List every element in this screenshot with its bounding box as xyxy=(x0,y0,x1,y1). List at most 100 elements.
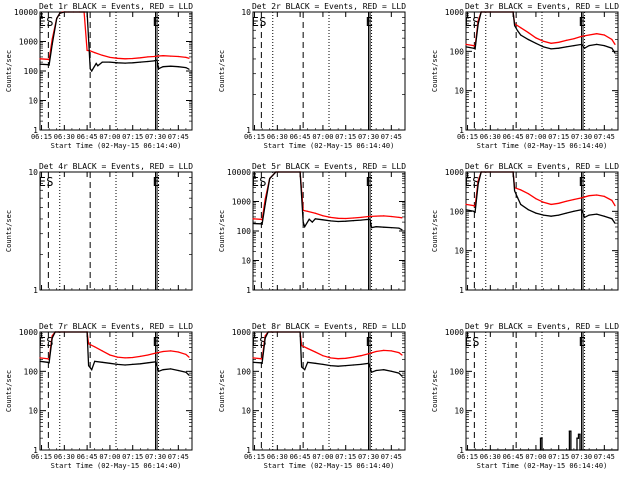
chart-8-series-1-point xyxy=(260,358,262,360)
chart-3-xtick-label: 07:15 xyxy=(548,133,569,141)
chart-6-series-2-point xyxy=(527,209,529,211)
chart-6-series-2-point xyxy=(477,183,479,185)
chart-2: Det 2r BLACK = Events, RED = LLD Counts/s… xyxy=(218,2,406,150)
chart-6-series-2-point xyxy=(514,190,516,192)
chart-6-series-2-point xyxy=(480,171,482,173)
chart-4-ytick-label: 10 xyxy=(28,168,38,177)
chart-1-series-2-line xyxy=(39,11,190,73)
chart-5-series-2-point xyxy=(337,220,339,223)
chart-7-series-2-point xyxy=(57,331,59,333)
chart-8-ytick-label: 100 xyxy=(237,367,252,376)
chart-8-series-2-point xyxy=(329,365,332,367)
chart-8-series-2-point xyxy=(314,362,316,364)
chart-8-ytick-label: 1 xyxy=(246,446,251,455)
chart-6-series-1-point xyxy=(573,198,575,201)
chart-3-series-2-point xyxy=(473,47,475,49)
chart-1-series-2-point xyxy=(185,67,187,69)
chart-8-series-2-point xyxy=(307,361,309,363)
chart-1-xtick-label: 07:45 xyxy=(168,133,189,141)
chart-8-series-2-point xyxy=(264,337,266,339)
chart-1-series-1-point xyxy=(94,52,96,54)
chart-6-series-2-point xyxy=(573,210,575,212)
chart-3-series-2-point xyxy=(573,45,575,47)
chart-7: Det 7r BLACK = Events, RED = LLD Counts/s… xyxy=(5,322,193,470)
chart-3-frame xyxy=(465,11,619,131)
chart-3-series-2-point xyxy=(517,30,519,32)
chart-7-xtick-label: 07:15 xyxy=(122,453,143,461)
chart-7-series-1-point xyxy=(88,343,90,345)
chart-1-series-2-point xyxy=(139,61,141,63)
chart-1-series-2-point xyxy=(177,66,179,68)
chart-8-series-1-point xyxy=(314,351,316,353)
chart-6-series-2-point xyxy=(473,210,475,212)
chart-6-series-2-point xyxy=(512,171,514,173)
chart-7-xtick-label: 06:30 xyxy=(54,453,75,461)
chart-3-series-2-point xyxy=(483,11,485,13)
chart-8-series-1-point xyxy=(383,349,385,351)
chart-6-ytick-label: 100 xyxy=(450,207,465,216)
chart-5-title: Det 5r BLACK = Events, RED = LLD xyxy=(252,162,406,171)
chart-3-ylabel: Counts/sec xyxy=(431,50,439,92)
chart-3-series-1-point xyxy=(520,27,522,29)
chart-3-series-2-point xyxy=(611,47,613,49)
chart-9-xtick-label: 06:15 xyxy=(457,453,478,461)
chart-3-series-2-point xyxy=(565,46,567,48)
chart-5-series-1-point xyxy=(390,215,392,218)
chart-3-series-1-point xyxy=(603,34,605,36)
chart-1-series-2-point xyxy=(170,65,172,67)
chart-7-series-1-point xyxy=(154,352,157,354)
chart-8-series-2-point xyxy=(383,369,385,371)
chart-7-series-1-point xyxy=(162,350,164,353)
chart-1-series-1-point xyxy=(124,58,126,60)
chart-8: Det 8r BLACK = Events, RED = LLD Counts/s… xyxy=(218,322,406,470)
chart-5-ytick-label: 10000 xyxy=(227,168,251,177)
chart-6-series-1-point xyxy=(611,199,613,201)
chart-4: Det 4r BLACK = Events, RED = LLD Counts/s… xyxy=(5,162,193,295)
chart-5-series-1-point xyxy=(375,215,377,217)
chart-1-series-2-point xyxy=(101,61,103,63)
chart-1-frame xyxy=(39,11,193,131)
chart-2-ytick-label: 10 xyxy=(241,8,251,17)
chart-6-title: Det 6r BLACK = Events, RED = LLD xyxy=(465,162,619,171)
chart-7-xtick-label: 07:30 xyxy=(145,453,166,461)
chart-1-series-1-point xyxy=(86,49,88,52)
chart-5-series-2-point xyxy=(261,223,263,225)
chart-1-series-2-point xyxy=(109,61,111,63)
chart-7-series-1-point xyxy=(139,355,141,357)
chart-3-series-2-point xyxy=(596,43,598,46)
chart-2-marker: S xyxy=(259,15,266,29)
chart-1-series-2-point xyxy=(91,70,93,72)
chart-3-series-2-line xyxy=(465,11,616,54)
chart-1-series-1-point xyxy=(47,58,49,60)
chart-5-ytick-label: 1 xyxy=(246,286,251,295)
chart-1-series-2-point xyxy=(188,68,190,70)
chart-5-series-2-point xyxy=(299,171,301,173)
chart-1-series-1-point xyxy=(162,55,164,57)
chart-8-xtick-label: 06:15 xyxy=(244,453,265,461)
chart-8-series-2-point xyxy=(398,372,400,374)
chart-7-series-1-point xyxy=(170,350,172,352)
chart-6-series-1-point xyxy=(550,203,552,205)
chart-1-series-2-point xyxy=(158,68,160,70)
chart-8-series-1-point xyxy=(252,357,254,359)
chart-7-series-1-point xyxy=(147,354,149,356)
chart-3-series-2-point xyxy=(527,38,529,41)
chart-5-series-2-point xyxy=(314,218,316,220)
chart-7-series-2-point xyxy=(86,331,88,333)
chart-1-series-2-point xyxy=(89,68,91,70)
chart-7-series-2-point xyxy=(109,362,111,364)
chart-1-series-2-point xyxy=(156,59,158,61)
chart-5-series-2-point xyxy=(308,218,310,220)
chart-8-series-2-line xyxy=(252,331,403,377)
chart-7-marker: E xyxy=(153,335,160,349)
chart-5-series-2-line xyxy=(252,171,403,231)
chart-5-ytick-label: 100 xyxy=(237,227,252,236)
chart-8-series-1-line xyxy=(252,331,403,360)
chart-1-series-2-point xyxy=(132,62,134,64)
chart-7-series-2-point xyxy=(124,364,126,366)
chart-1-series-1-point xyxy=(39,58,41,60)
chart-7-series-2-point xyxy=(88,365,90,367)
chart-3-series-2-point xyxy=(480,11,482,13)
chart-1-xtick-label: 06:45 xyxy=(77,133,98,141)
